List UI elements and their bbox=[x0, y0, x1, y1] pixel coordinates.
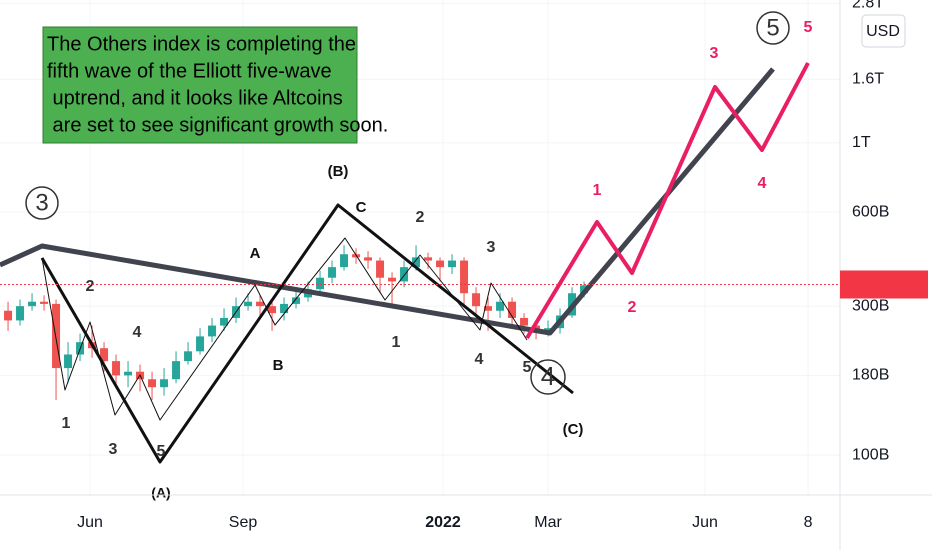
candle-body bbox=[340, 254, 349, 268]
candle-body bbox=[388, 277, 397, 282]
wave-lines bbox=[0, 62, 810, 464]
wave-label: 5 bbox=[804, 19, 813, 36]
wave-label: 4 bbox=[758, 175, 767, 192]
note-box bbox=[42, 26, 358, 144]
wave-label: 3 bbox=[109, 441, 118, 458]
candle-body bbox=[508, 301, 517, 318]
candle-body bbox=[412, 257, 421, 268]
candle-body bbox=[280, 303, 289, 314]
wave-label: 2 bbox=[628, 299, 637, 316]
candle-body bbox=[292, 297, 301, 304]
currency-button[interactable] bbox=[861, 14, 906, 48]
x-tick-label: Jun bbox=[77, 514, 103, 531]
note: The Others index is completing the fifth … bbox=[47, 33, 388, 136]
y-tick-label: 600B bbox=[852, 203, 889, 220]
wave-label: 1 bbox=[62, 415, 71, 432]
x-tick-label: 2022 bbox=[425, 514, 461, 531]
candle-body bbox=[364, 257, 373, 261]
candle-body bbox=[40, 301, 49, 304]
note-line: uptrend, and it looks like Altcoins bbox=[47, 87, 343, 109]
candle-body bbox=[256, 301, 265, 307]
candle-body bbox=[184, 351, 193, 362]
wave-label: 4 bbox=[475, 351, 484, 368]
candle-body bbox=[148, 379, 157, 388]
trend-line bbox=[0, 67, 775, 336]
wave-label: 3 bbox=[710, 45, 719, 62]
candle-body bbox=[64, 354, 73, 369]
candle-body bbox=[376, 260, 385, 278]
wave-label: (A) bbox=[151, 485, 170, 501]
wave-label: 5 bbox=[157, 443, 166, 460]
wave-label: C bbox=[356, 199, 367, 216]
note-line: are set to see significant growth soon. bbox=[47, 114, 388, 136]
x-tick-label: Sep bbox=[229, 514, 258, 531]
candle-body bbox=[520, 317, 529, 326]
x-tick-label: 8 bbox=[804, 514, 813, 531]
candle-body bbox=[16, 306, 25, 321]
candle-body bbox=[436, 260, 445, 268]
candle-body bbox=[400, 267, 409, 282]
wave-label: 1 bbox=[392, 334, 401, 351]
subwave-line bbox=[41, 237, 528, 421]
candle-body bbox=[196, 336, 205, 352]
note-line: fifth wave of the Elliott five-wave bbox=[47, 60, 332, 82]
candle-body bbox=[268, 306, 277, 314]
y-tick-label: 100B bbox=[852, 446, 889, 463]
projection-line bbox=[525, 62, 810, 340]
candle-body bbox=[160, 379, 169, 388]
candle-body bbox=[220, 317, 229, 326]
candle-body bbox=[328, 267, 337, 278]
note-line: The Others index is completing the bbox=[47, 33, 356, 55]
candle-body bbox=[316, 277, 325, 290]
candle-body bbox=[244, 301, 253, 307]
candle-body bbox=[544, 328, 553, 331]
wave-label: 4 bbox=[541, 361, 555, 391]
wave-label: 3 bbox=[487, 239, 496, 256]
candle-body bbox=[172, 361, 181, 380]
wave-label: 3 bbox=[35, 189, 48, 216]
candle-body bbox=[448, 260, 457, 268]
candle-body bbox=[208, 325, 217, 337]
wave-circle bbox=[25, 186, 59, 220]
wave-label: 1 bbox=[593, 182, 602, 199]
candle-body bbox=[496, 301, 505, 311]
y-tick-label: 2.8T bbox=[852, 0, 884, 12]
x-tick-label: Mar bbox=[534, 514, 562, 531]
y-tick-label: 180B bbox=[852, 367, 889, 384]
wave-label: B bbox=[273, 357, 284, 374]
candle-body bbox=[472, 293, 481, 307]
wave-circle bbox=[530, 359, 566, 395]
candle-body bbox=[124, 371, 133, 376]
wave-label: 5 bbox=[523, 359, 532, 376]
wave-label: 4 bbox=[133, 324, 142, 341]
wave-label: 2 bbox=[416, 209, 425, 226]
y-tick-label: 300B bbox=[852, 297, 889, 314]
wave-label: 2 bbox=[86, 278, 95, 295]
y-tick-label: 1.6T bbox=[852, 70, 884, 87]
candle-body bbox=[4, 310, 13, 321]
candle-body bbox=[484, 306, 493, 311]
price-label-box bbox=[840, 270, 928, 299]
candle-body bbox=[100, 348, 109, 362]
candle-body bbox=[28, 301, 37, 307]
candle-body bbox=[424, 257, 433, 261]
wave-circle bbox=[756, 11, 790, 45]
wave-label: (C) bbox=[563, 421, 584, 438]
currency[interactable]: USD bbox=[866, 23, 900, 40]
candle-body bbox=[112, 361, 121, 376]
wave-label: 5 bbox=[766, 14, 779, 41]
x-tick-label: Jun bbox=[692, 514, 718, 531]
candle-body bbox=[460, 260, 469, 294]
wave-label: A bbox=[250, 245, 261, 262]
wave-label: (B) bbox=[328, 163, 349, 180]
y-tick-label: 1T bbox=[852, 134, 871, 151]
